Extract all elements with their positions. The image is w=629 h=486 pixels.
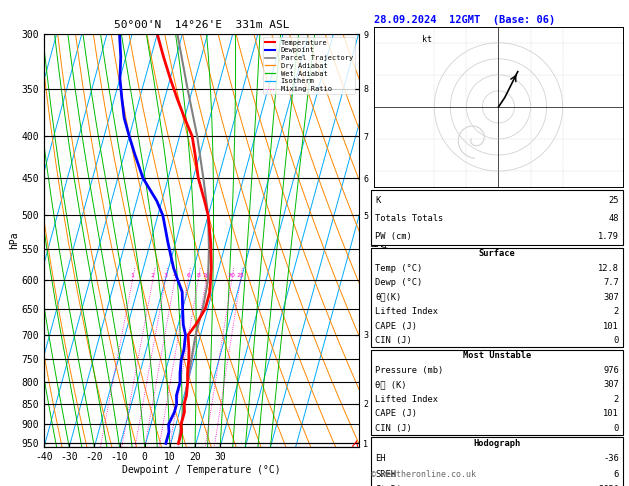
Text: Most Unstable: Most Unstable [463,351,531,361]
Text: K: K [375,196,380,206]
Text: Lifted Index: Lifted Index [375,395,438,404]
Y-axis label: hPa: hPa [9,232,19,249]
Text: 0: 0 [614,336,619,345]
Text: -36: -36 [603,454,619,463]
Text: 1: 1 [130,273,135,278]
Text: PW (cm): PW (cm) [375,232,411,242]
Text: CAPE (J): CAPE (J) [375,409,417,418]
Text: 101: 101 [603,409,619,418]
Text: Totals Totals: Totals Totals [375,214,443,224]
Text: StmDir: StmDir [375,485,406,486]
Text: kt: kt [421,35,431,44]
Text: 7.7: 7.7 [603,278,619,287]
Text: 20: 20 [228,273,236,278]
Text: © weatheronline.co.uk: © weatheronline.co.uk [370,469,476,479]
Text: 2: 2 [614,307,619,316]
Legend: Temperature, Dewpoint, Parcel Trajectory, Dry Adiabat, Wet Adiabat, Isotherm, Mi: Temperature, Dewpoint, Parcel Trajectory… [263,37,355,94]
Text: 1.79: 1.79 [598,232,619,242]
Text: 0: 0 [614,424,619,433]
Text: SREH: SREH [375,469,396,479]
Text: 2: 2 [614,395,619,404]
Text: 976: 976 [603,366,619,375]
Text: 101: 101 [603,322,619,331]
Text: Pressure (mb): Pressure (mb) [375,366,443,375]
Text: Lifted Index: Lifted Index [375,307,438,316]
Text: 48: 48 [608,214,619,224]
Text: 6: 6 [186,273,190,278]
Text: θᴁ (K): θᴁ (K) [375,380,406,389]
Text: EH: EH [375,454,386,463]
Text: 10: 10 [202,273,210,278]
Title: 50°00'N  14°26'E  331m ASL: 50°00'N 14°26'E 331m ASL [113,20,289,31]
Text: CIN (J): CIN (J) [375,336,411,345]
Text: 25: 25 [608,196,619,206]
Text: 8: 8 [196,273,200,278]
Text: Temp (°C): Temp (°C) [375,264,422,273]
Y-axis label: km
ASL: km ASL [371,233,391,248]
Text: θᴁ(K): θᴁ(K) [375,293,401,302]
Text: 25: 25 [237,273,244,278]
Text: 307: 307 [603,380,619,389]
X-axis label: Dewpoint / Temperature (°C): Dewpoint / Temperature (°C) [122,465,281,475]
Text: CAPE (J): CAPE (J) [375,322,417,331]
Text: 3: 3 [164,273,167,278]
Text: 6: 6 [614,469,619,479]
Text: 265°: 265° [598,485,619,486]
Text: Hodograph: Hodograph [473,439,521,448]
Text: Dewp (°C): Dewp (°C) [375,278,422,287]
Text: 28.09.2024  12GMT  (Base: 06): 28.09.2024 12GMT (Base: 06) [374,15,555,25]
Text: 2: 2 [151,273,155,278]
Text: 4: 4 [173,273,177,278]
Text: Surface: Surface [479,249,515,259]
Text: CIN (J): CIN (J) [375,424,411,433]
Text: 307: 307 [603,293,619,302]
Text: 12.8: 12.8 [598,264,619,273]
